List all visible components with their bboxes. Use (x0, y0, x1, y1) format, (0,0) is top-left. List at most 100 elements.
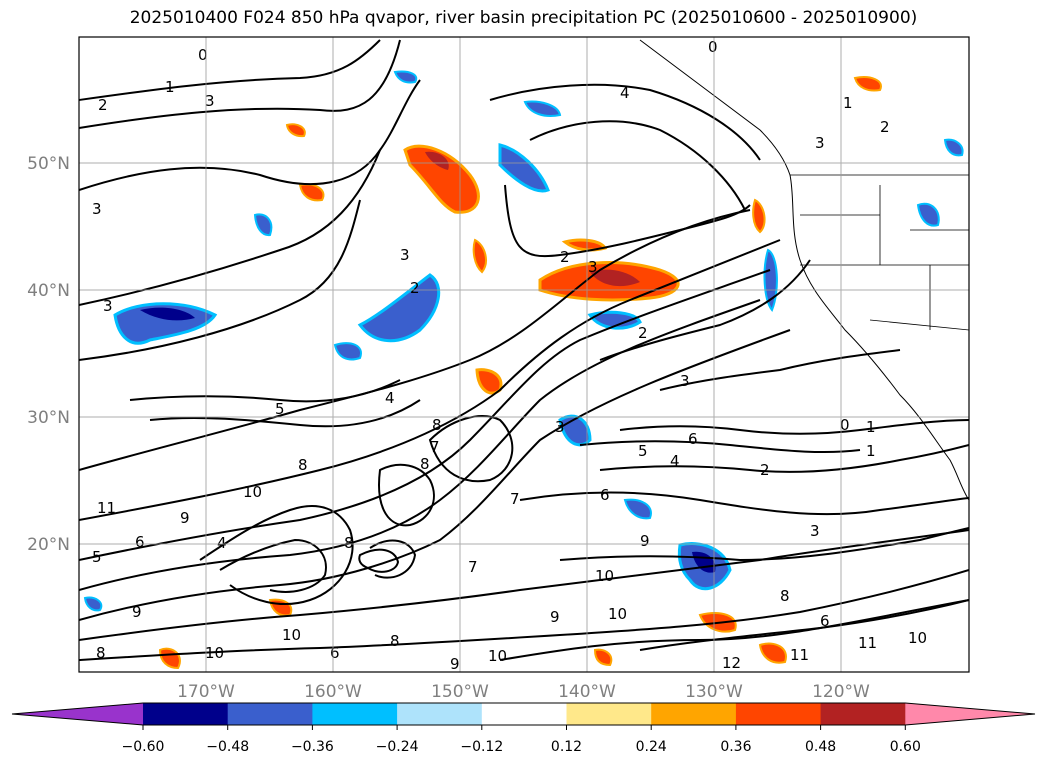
contour-label: 0 (840, 416, 850, 434)
contour-label: 2 (98, 96, 108, 114)
contour-label: 1 (843, 94, 853, 112)
colorbar-extend-high (905, 703, 1035, 725)
anomaly-negative (333, 342, 362, 361)
colorbar-tick-label: 0.48 (805, 739, 836, 755)
contour-label: 1 (866, 418, 876, 436)
contour-label: 1 (866, 442, 876, 460)
contour-label: 2 (638, 324, 648, 342)
contour-label: 3 (588, 258, 598, 276)
colorbar-tick-label: 0.60 (890, 739, 921, 755)
map-title: 2025010400 F024 850 hPa qvapor, river ba… (129, 8, 918, 28)
contour-label: 3 (205, 92, 215, 110)
anomaly-negative (253, 213, 273, 237)
anomaly-negative (623, 498, 652, 520)
colorbar-segment (397, 703, 483, 725)
contour-label: 9 (180, 509, 190, 527)
contour-label: 5 (92, 548, 102, 566)
anomaly-positive (758, 642, 787, 664)
contour-label: 12 (722, 654, 741, 672)
anomaly-negative (113, 302, 218, 345)
contour-label: 10 (608, 605, 627, 623)
contour-label: 8 (344, 534, 354, 552)
contour-label: 9 (450, 655, 460, 673)
colorbar: −0.60 −0.48 −0.36 −0.24 −0.12 0.12 0.24 0.36 0.4… (11, 702, 1036, 755)
colorbar-segment (566, 703, 652, 725)
contour-label: 11 (790, 646, 809, 664)
contour-label: 3 (810, 522, 820, 540)
contour-label: 8 (780, 587, 790, 605)
anomaly-negative (587, 310, 642, 330)
contour-label: 11 (97, 499, 116, 517)
colorbar-segment (227, 703, 313, 725)
contour-label: 9 (640, 532, 650, 550)
contour-label: 10 (243, 483, 262, 501)
contour-label: 10 (908, 629, 927, 647)
lon-label: 130°W (685, 682, 743, 702)
contour-label: 9 (550, 608, 560, 626)
contour-label: 4 (620, 84, 630, 102)
contour-label: 6 (135, 533, 145, 551)
anomaly-negative (523, 100, 562, 117)
contour-label: 8 (390, 632, 400, 650)
contour-label: 0 (708, 38, 718, 56)
map-frame (78, 36, 970, 673)
anomaly-positive (853, 76, 882, 92)
lat-label: 50°N (27, 154, 70, 174)
lon-label: 150°W (431, 682, 489, 702)
graticule (79, 37, 969, 672)
contour-label: 3 (400, 246, 410, 264)
lon-label: 120°W (812, 682, 870, 702)
lat-label: 30°N (27, 408, 70, 428)
lon-label: 170°W (177, 682, 235, 702)
contour-label: 0 (198, 46, 208, 64)
contour-label: 9 (132, 603, 142, 621)
map-area (79, 37, 969, 672)
anomaly-negative (943, 138, 964, 157)
contour-label: 2 (760, 461, 770, 479)
contour-label: 3 (815, 134, 825, 152)
colorbar-tick-label: −0.12 (460, 739, 503, 755)
anomaly-positive (593, 648, 613, 667)
contour-label: 10 (595, 567, 614, 585)
anomaly-negative (916, 202, 940, 227)
contour-label: 8 (298, 456, 308, 474)
qvapor-contours (79, 39, 969, 661)
lat-label: 20°N (27, 535, 70, 555)
colorbar-extend-low (12, 703, 143, 725)
contour-label: 2 (410, 279, 420, 297)
contour-label: 3 (103, 297, 113, 315)
contour-label: 3 (92, 200, 102, 218)
contour-label: 5 (638, 442, 648, 460)
colorbar-tick-label: −0.24 (376, 739, 419, 755)
lon-label: 140°W (558, 682, 616, 702)
colorbar-tick-label: 0.12 (551, 739, 582, 755)
anomaly-negative (357, 273, 441, 343)
contour-label: 4 (217, 534, 227, 552)
colorbar-tick-label: −0.48 (206, 739, 249, 755)
contour-label: 6 (820, 612, 830, 630)
colorbar-segment (312, 703, 398, 725)
contour-label: 3 (555, 418, 565, 436)
coastline (639, 39, 969, 501)
contour-label: 10 (488, 647, 507, 665)
colorbar-segment (651, 703, 737, 725)
latitude-labels: 50°N 40°N 30°N 20°N (27, 154, 70, 555)
contour-label: 7 (468, 558, 478, 576)
contour-label: 11 (858, 634, 877, 652)
state-border (790, 174, 969, 331)
contour-label: 2 (560, 248, 570, 266)
contour-label: 6 (600, 486, 610, 504)
contour-label: 10 (282, 626, 301, 644)
colorbar-segment (820, 703, 906, 725)
contour-label: 3 (680, 372, 690, 390)
anomaly-positive (752, 198, 766, 234)
contour-label: 7 (430, 438, 440, 456)
anomaly-negative (498, 143, 550, 193)
contour-label: 6 (688, 430, 698, 448)
anomaly-negative (763, 248, 778, 312)
colorbar-tick-label: 0.36 (720, 739, 751, 755)
anomaly-positive (285, 123, 306, 138)
anomaly-positive (472, 238, 487, 274)
contour-label: 2 (880, 118, 890, 136)
